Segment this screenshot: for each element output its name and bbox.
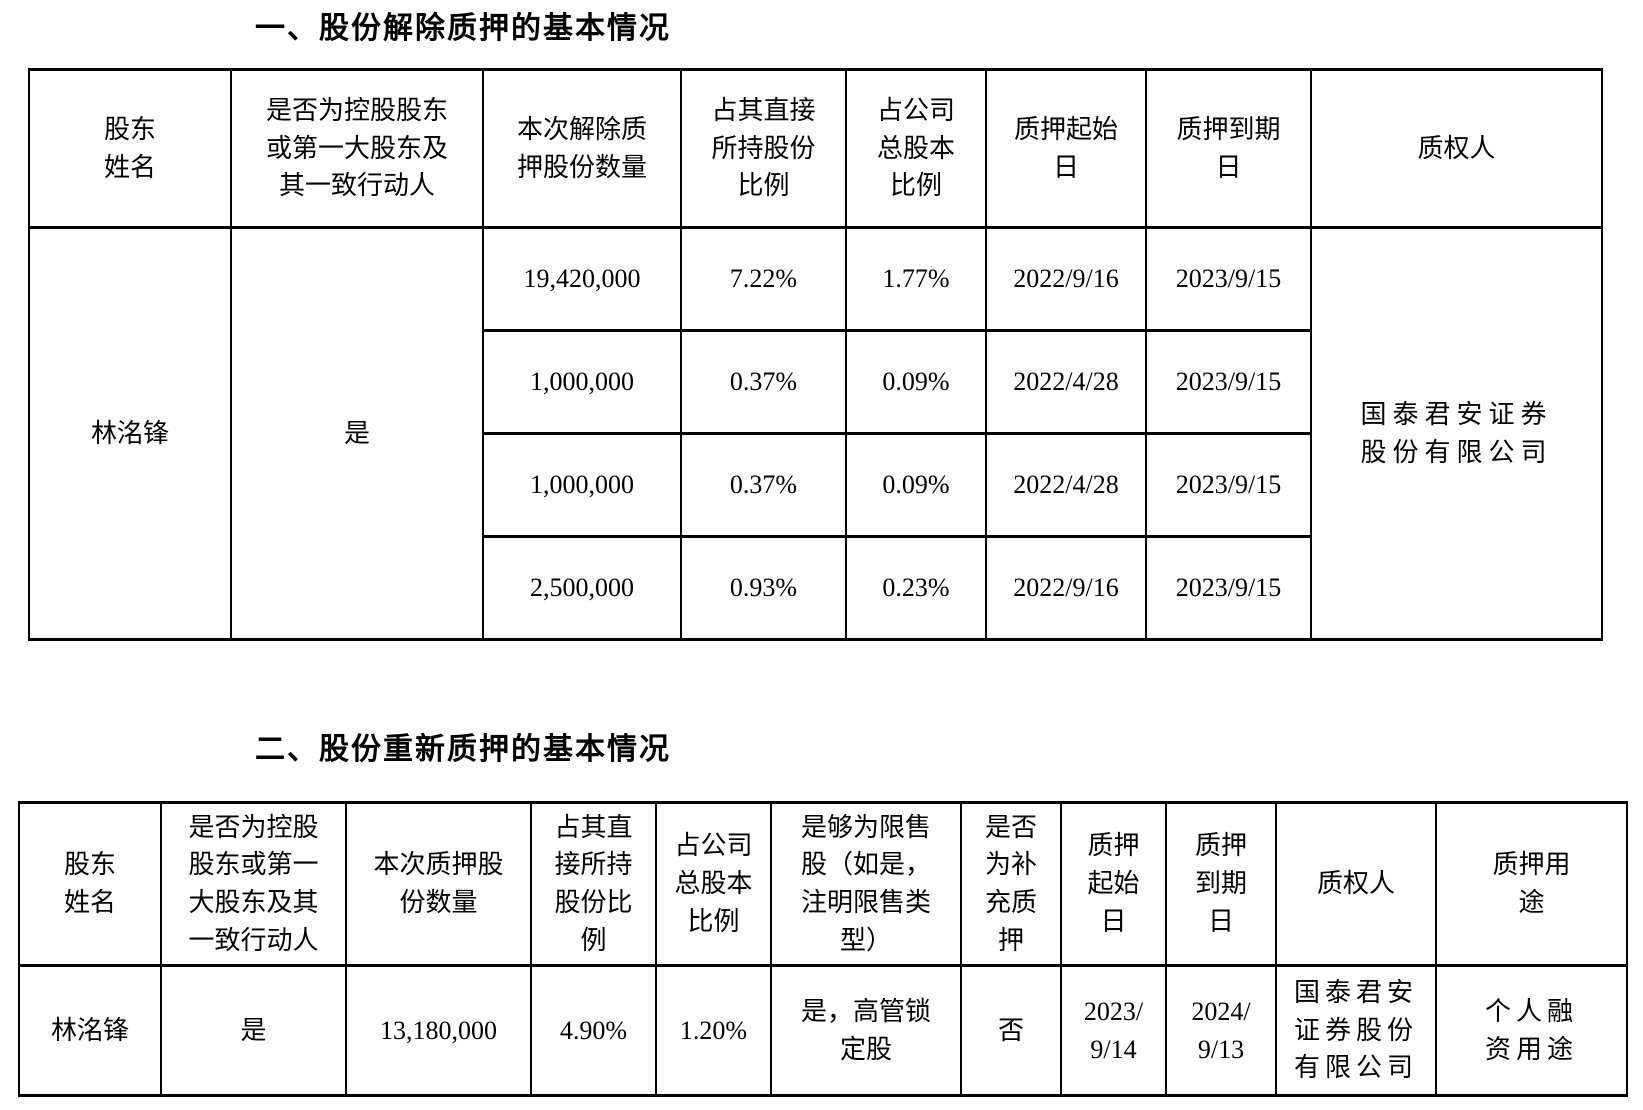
column-header-end-date: 质押 到期 日 [1165,801,1277,967]
start-date-cell: 2022/4/28 [985,432,1147,538]
direct-ratio-cell: 4.90% [530,964,657,1097]
column-header-start-date: 质押起始 日 [985,68,1147,229]
column-header-supplement: 是否 为补 充质 押 [960,801,1062,967]
column-header-shareholder: 股东 姓名 [18,801,162,967]
release-table-header-row: 股东 姓名 是否为控股股东 或第一大股东及 其一致行动人 本次解除质 押股份数量… [28,68,1603,229]
column-header-pledgee: 质权人 [1310,68,1603,229]
company-ratio-cell: 0.09% [845,432,987,538]
column-header-direct-ratio: 占其直接 所持股份 比例 [680,68,847,229]
column-header-start-date: 质押 起始 日 [1060,801,1167,967]
column-header-restricted: 是够为限售 股（如是， 注明限售类 型） [770,801,962,967]
direct-ratio-cell: 0.37% [680,329,847,435]
table-row: 1,000,000 0.37% 0.09% 2022/4/28 2023/9/1… [29,329,1602,435]
repledge-table: 股东 姓名 是否为控股 股东或第一 大股东及其 一致行动人 本次质押股 份数量 … [18,801,1628,1097]
column-header-controlling: 是否为控股股东 或第一大股东及 其一致行动人 [230,68,484,229]
direct-ratio-cell: 0.37% [680,432,847,538]
company-ratio-cell: 0.09% [845,329,987,435]
column-header-pledgee: 质权人 [1275,801,1437,967]
start-date-cell: 2022/9/16 [985,535,1147,641]
shareholder-name-cell: 林洺锋 [18,964,162,1097]
end-date-cell: 2023/9/15 [1145,432,1312,538]
end-date-cell: 2023/9/15 [1145,535,1312,641]
controlling-flag-cell: 是 [160,964,347,1097]
direct-ratio-cell: 7.22% [680,226,847,332]
table-row: 2,500,000 0.93% 0.23% 2022/9/16 2023/9/1… [29,535,1602,641]
quantity-cell: 2,500,000 [482,535,682,641]
column-header-direct-ratio: 占其直 接所持 股份比 例 [530,801,657,967]
shareholder-name-cell: 林洺锋 [28,226,232,641]
column-header-end-date: 质押到期 日 [1145,68,1312,229]
table-row: 林洺锋 是 19,420,000 7.22% 1.77% 2022/9/16 2… [28,226,1603,641]
pledgee-cell: 国泰君安 证券股份 有限公司 [1275,964,1437,1097]
supplement-flag-cell: 否 [960,964,1062,1097]
company-ratio-cell: 1.77% [845,226,987,332]
company-ratio-cell: 1.20% [655,964,772,1097]
end-date-cell: 2023/9/15 [1145,329,1312,435]
start-date-cell: 2023/ 9/14 [1060,964,1167,1097]
company-ratio-cell: 0.23% [845,535,987,641]
table-row: 1,000,000 0.37% 0.09% 2022/4/28 2023/9/1… [29,432,1602,538]
quantity-cell: 13,180,000 [345,964,532,1097]
restricted-type-cell: 是，高管锁 定股 [770,964,962,1097]
column-header-release-quantity: 本次解除质 押股份数量 [482,68,682,229]
end-date-cell: 2024/ 9/13 [1165,964,1277,1097]
quantity-cell: 1,000,000 [482,432,682,538]
release-pledge-table: 股东 姓名 是否为控股股东 或第一大股东及 其一致行动人 本次解除质 押股份数量… [28,68,1603,641]
column-header-purpose: 质押用 途 [1435,801,1628,967]
section-heading-repledge: 二、股份重新质押的基本情况 [255,733,671,766]
direct-ratio-cell: 0.93% [680,535,847,641]
controlling-flag-cell: 是 [230,226,484,641]
end-date-cell: 2023/9/15 [1145,226,1312,332]
start-date-cell: 2022/4/28 [985,329,1147,435]
section-heading-release: 一、股份解除质押的基本情况 [255,12,671,45]
purpose-cell: 个人融 资用途 [1435,964,1628,1097]
table-row: 林洺锋 是 13,180,000 4.90% 1.20% 是，高管锁 定股 否 … [18,964,1628,1097]
column-header-company-ratio: 占公司 总股本 比例 [845,68,987,229]
pledgee-cell: 国泰君安证券 股份有限公司 [1310,226,1603,641]
column-header-controlling: 是否为控股 股东或第一 大股东及其 一致行动人 [160,801,347,967]
column-header-company-ratio: 占公司 总股本 比例 [655,801,772,967]
quantity-cell: 19,420,000 [482,226,682,332]
repledge-table-header-row: 股东 姓名 是否为控股 股东或第一 大股东及其 一致行动人 本次质押股 份数量 … [18,801,1628,967]
column-header-shareholder: 股东 姓名 [28,68,232,229]
column-header-pledge-quantity: 本次质押股 份数量 [345,801,532,967]
quantity-cell: 1,000,000 [482,329,682,435]
start-date-cell: 2022/9/16 [985,226,1147,332]
